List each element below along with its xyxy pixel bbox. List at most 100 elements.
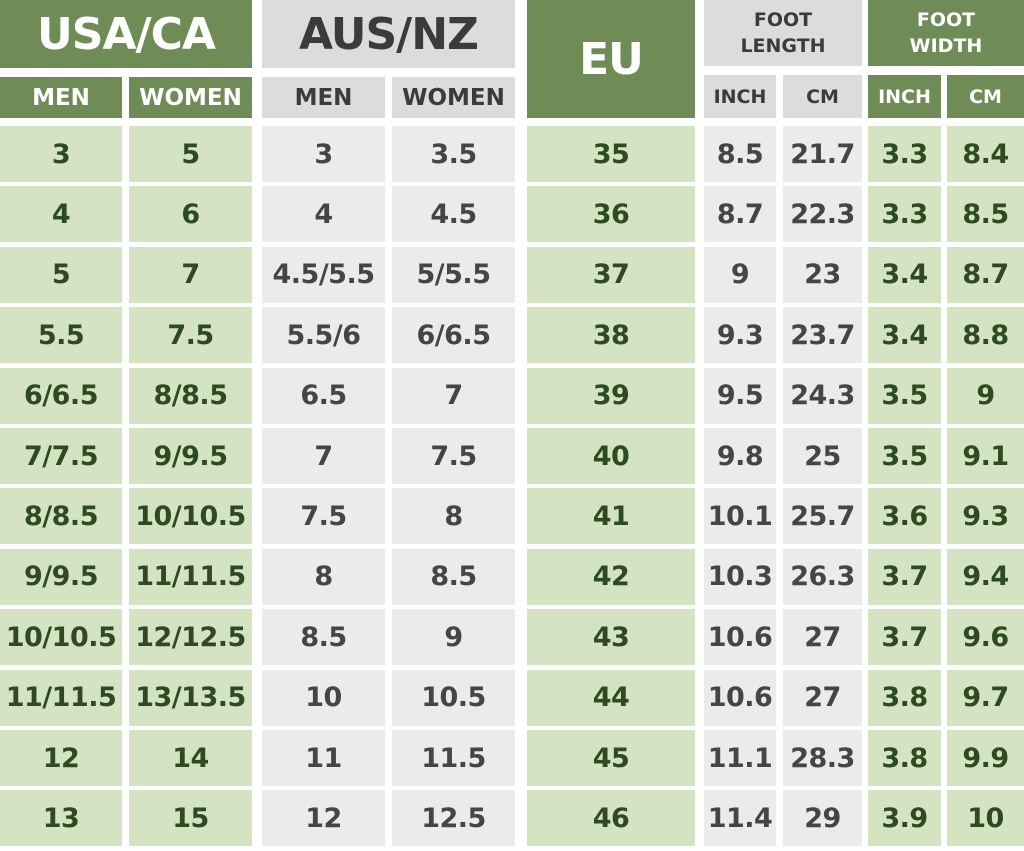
cell-aus-women: 7.5 [392,428,515,484]
cell-length-inch: 9.8 [704,428,776,484]
cell-length-inch: 10.6 [704,609,776,666]
cell-width-cm: 10 [947,790,1024,847]
cell-usa-men: 4 [0,186,122,243]
cell-length-inch: 10.1 [704,488,776,545]
subheader-aus-women: WOMEN [392,77,515,118]
cell-aus-men: 3 [262,126,385,182]
cell-aus-men: 6.5 [262,367,385,424]
cell-aus-men: 10 [262,669,385,726]
subheader-width-cm: CM [947,75,1024,118]
cell-aus-men: 8 [262,548,385,605]
cell-aus-men: 11 [262,730,385,786]
cell-width-cm: 9.4 [947,548,1024,605]
cell-usa-men: 5 [0,246,122,303]
cell-length-cm: 24.3 [783,367,862,424]
header-aus-nz: AUS/NZ [262,0,515,68]
cell-length-inch: 9.5 [704,367,776,424]
cell-width-inch: 3.5 [868,367,941,424]
cell-width-cm: 9.9 [947,730,1024,786]
cell-length-inch: 8.7 [704,186,776,243]
subheader-length-cm: CM [783,75,862,118]
cell-length-cm: 27 [783,669,862,726]
cell-eu: 39 [527,367,695,424]
cell-usa-women: 12/12.5 [129,609,252,666]
header-eu: EU [527,0,695,118]
header-usa-ca: USA/CA [0,0,252,68]
cell-usa-women: 14 [129,730,252,786]
cell-usa-men: 11/11.5 [0,669,122,726]
cell-width-inch: 3.3 [868,126,941,182]
cell-width-inch: 3.8 [868,730,941,786]
cell-usa-women: 7.5 [129,307,252,364]
cell-width-inch: 3.6 [868,488,941,545]
cell-aus-men: 12 [262,790,385,847]
cell-aus-women: 11.5 [392,730,515,786]
cell-length-cm: 25 [783,428,862,484]
cell-aus-women: 7 [392,367,515,424]
cell-usa-men: 3 [0,126,122,182]
cell-length-cm: 25.7 [783,488,862,545]
cell-length-inch: 10.6 [704,669,776,726]
cell-usa-women: 8/8.5 [129,367,252,424]
cell-aus-women: 5/5.5 [392,246,515,303]
cell-usa-men: 9/9.5 [0,548,122,605]
cell-width-cm: 8.4 [947,126,1024,182]
cell-length-cm: 26.3 [783,548,862,605]
cell-aus-men: 4.5/5.5 [262,246,385,303]
cell-aus-women: 3.5 [392,126,515,182]
cell-usa-women: 15 [129,790,252,847]
cell-aus-women: 4.5 [392,186,515,243]
cell-aus-men: 5.5/6 [262,307,385,364]
cell-length-inch: 8.5 [704,126,776,182]
subheader-usa-men: MEN [0,77,122,118]
cell-usa-men: 8/8.5 [0,488,122,545]
cell-aus-women: 9 [392,609,515,666]
cell-usa-women: 9/9.5 [129,428,252,484]
cell-aus-women: 6/6.5 [392,307,515,364]
cell-usa-men: 13 [0,790,122,847]
cell-eu: 45 [527,730,695,786]
cell-width-inch: 3.7 [868,548,941,605]
cell-length-cm: 23.7 [783,307,862,364]
cell-usa-men: 7/7.5 [0,428,122,484]
cell-width-inch: 3.5 [868,428,941,484]
cell-width-cm: 9.7 [947,669,1024,726]
cell-aus-men: 7 [262,428,385,484]
cell-aus-men: 7.5 [262,488,385,545]
cell-eu: 41 [527,488,695,545]
cell-usa-women: 11/11.5 [129,548,252,605]
cell-length-inch: 10.3 [704,548,776,605]
cell-eu: 44 [527,669,695,726]
cell-usa-women: 13/13.5 [129,669,252,726]
cell-width-cm: 9.1 [947,428,1024,484]
cell-aus-women: 10.5 [392,669,515,726]
cell-eu: 40 [527,428,695,484]
subheader-usa-women: WOMEN [129,77,252,118]
cell-length-inch: 9.3 [704,307,776,364]
cell-eu: 35 [527,126,695,182]
cell-aus-women: 12.5 [392,790,515,847]
cell-eu: 43 [527,609,695,666]
cell-length-inch: 11.4 [704,790,776,847]
cell-length-cm: 22.3 [783,186,862,243]
cell-usa-men: 10/10.5 [0,609,122,666]
cell-aus-men: 4 [262,186,385,243]
cell-aus-women: 8 [392,488,515,545]
cell-width-cm: 8.5 [947,186,1024,243]
header-foot-width: FOOT WIDTH [868,0,1024,66]
cell-eu: 36 [527,186,695,243]
cell-eu: 46 [527,790,695,847]
cell-width-cm: 9.3 [947,488,1024,545]
cell-length-cm: 23 [783,246,862,303]
header-foot-length: FOOT LENGTH [704,0,862,66]
cell-width-cm: 9.6 [947,609,1024,666]
cell-width-inch: 3.4 [868,246,941,303]
cell-width-inch: 3.8 [868,669,941,726]
cell-usa-women: 7 [129,246,252,303]
cell-usa-women: 5 [129,126,252,182]
cell-width-inch: 3.7 [868,609,941,666]
cell-width-inch: 3.9 [868,790,941,847]
cell-width-inch: 3.3 [868,186,941,243]
cell-aus-men: 8.5 [262,609,385,666]
cell-width-cm: 8.7 [947,246,1024,303]
